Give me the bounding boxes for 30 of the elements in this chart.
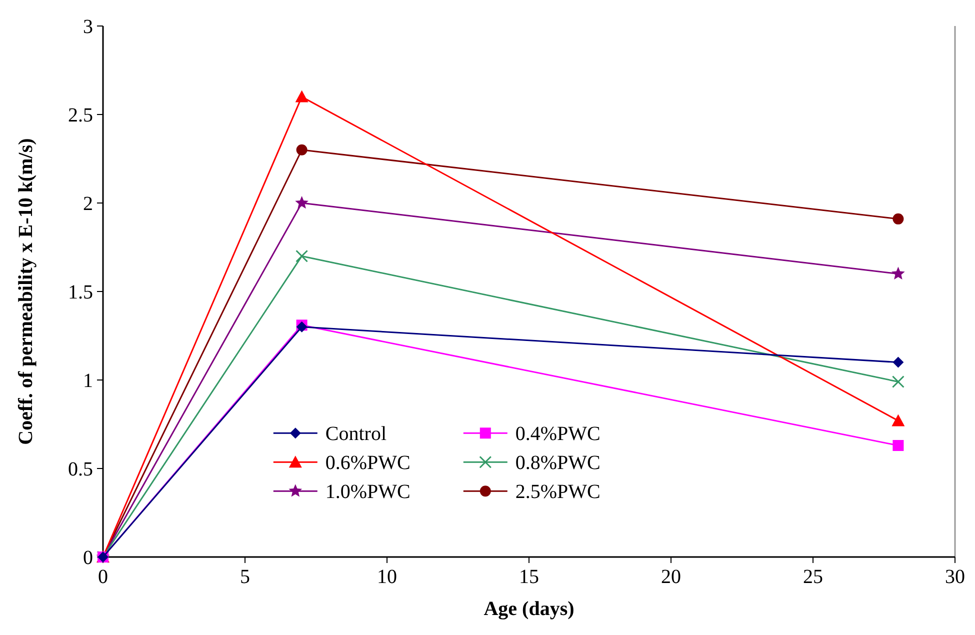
x-tick-label: 30 bbox=[945, 566, 965, 588]
x-tick-label: 15 bbox=[519, 566, 539, 588]
legend-label: 1.0%PWC bbox=[325, 481, 410, 504]
y-axis-title: Coeff. of permeability x E-10 k(m/s) bbox=[15, 138, 37, 445]
legend-label: 0.8%PWC bbox=[515, 452, 600, 474]
legend-label: Control bbox=[325, 423, 387, 446]
y-tick-label: 3 bbox=[83, 16, 93, 38]
y-tick-label: 2.5 bbox=[68, 104, 93, 126]
y-tick-label: 1.5 bbox=[68, 282, 93, 304]
legend-label: 0.4%PWC bbox=[515, 423, 600, 446]
legend-label: 0.6%PWC bbox=[325, 452, 410, 474]
x-tick-label: 25 bbox=[803, 566, 823, 588]
point bbox=[892, 376, 904, 388]
y-tick-label: 1 bbox=[83, 370, 93, 392]
point bbox=[892, 266, 905, 280]
x-axis-title: Age (days) bbox=[484, 598, 574, 620]
point bbox=[296, 144, 308, 156]
point bbox=[892, 440, 904, 451]
x-tick-label: 5 bbox=[240, 566, 250, 588]
x-tick-label: 10 bbox=[377, 566, 397, 588]
point bbox=[295, 196, 308, 209]
y-tick-label: 0 bbox=[83, 547, 93, 569]
x-tick-label: 0 bbox=[98, 566, 108, 588]
x-tick-label: 20 bbox=[661, 566, 681, 588]
y-tick-label: 0.5 bbox=[68, 458, 93, 480]
point bbox=[296, 250, 308, 262]
point bbox=[892, 213, 904, 224]
y-tick-label: 2 bbox=[83, 193, 93, 215]
legend-label: 2.5%PWC bbox=[515, 481, 600, 504]
point bbox=[892, 356, 904, 368]
